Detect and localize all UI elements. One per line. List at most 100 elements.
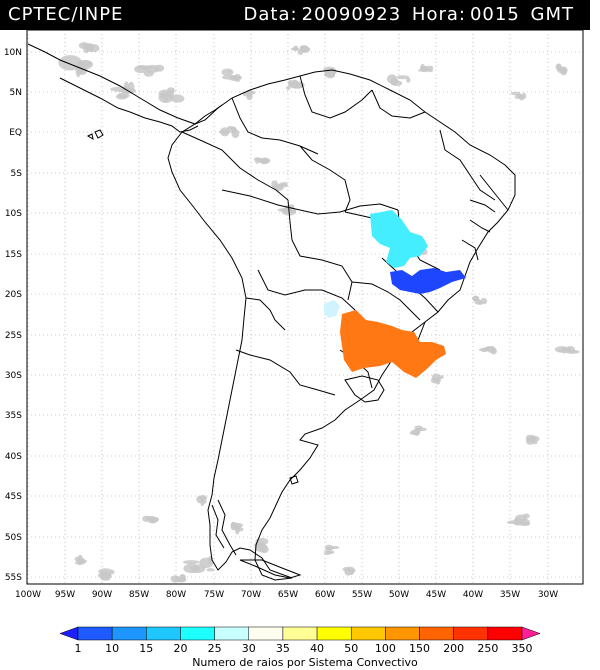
lat-label: 35S [5, 411, 22, 421]
lon-label: 85W [129, 590, 149, 600]
colorbar [59, 626, 541, 641]
colorbar-tick-label: 25 [208, 642, 222, 655]
cloud-patch [227, 69, 233, 73]
cyan-cluster [370, 210, 428, 268]
colorbar-swatch [180, 626, 215, 641]
lat-label: 5S [11, 169, 23, 179]
colorbar-swatch [77, 626, 113, 641]
cloud-patch [83, 44, 90, 54]
cloud-patch [254, 543, 268, 552]
cloud-patch [199, 494, 207, 500]
cloud-patch [486, 346, 491, 352]
cloud-patch [474, 299, 482, 305]
lat-label: 15S [5, 250, 22, 260]
colorbar-tick-label: 350 [512, 642, 533, 655]
lat-label: 25S [5, 331, 22, 341]
cloud-patch [168, 88, 175, 100]
lightning-clusters [324, 210, 466, 378]
cloud-patch [279, 184, 289, 188]
cloud-patch [58, 55, 83, 71]
colorbar-swatch [419, 626, 454, 641]
cloud-patch [299, 46, 311, 53]
cloud-patch [100, 570, 110, 576]
colorbar-swatch [146, 626, 181, 641]
lat-label: 50S [5, 533, 22, 543]
date-value: 20090923 [301, 4, 402, 25]
colorbar-arrow-left [59, 626, 79, 641]
colorbar-swatch [248, 626, 284, 641]
cloud-patch [506, 520, 521, 525]
lon-label: 45W [426, 590, 446, 600]
cloud-patch [254, 157, 260, 164]
map-header: CPTEC/INPE Data: 20090923 Hora: 0015 GMT [0, 0, 590, 30]
cloud-patch [325, 544, 334, 551]
cloud-patch [396, 75, 410, 80]
lat-lon-grid [27, 30, 583, 584]
cloud-patch [561, 67, 567, 74]
cloud-patch [158, 89, 172, 99]
cloud-patch [419, 66, 428, 70]
lon-label: 90W [92, 590, 112, 600]
colorbar-tick-label: 15 [139, 642, 153, 655]
cloud-patch [285, 86, 291, 90]
lon-label: 50W [389, 590, 409, 600]
lon-label: 75W [204, 590, 224, 600]
cloud-patch [143, 70, 154, 77]
cloud-patch [413, 429, 420, 436]
colorbar-tick-label: 100 [375, 642, 396, 655]
cloud-patch [290, 81, 305, 89]
cloud-patch [519, 518, 531, 526]
cloud-patch [74, 556, 80, 562]
datetime-label: Data: 20090923 Hora: 0015 GMT [240, 4, 574, 25]
cloud-patch [521, 92, 527, 99]
colorbar-arrow-right [521, 626, 541, 641]
cloud-patch [183, 563, 200, 574]
cloud-patch [566, 346, 576, 353]
colorbar-tick-label: 10 [105, 642, 119, 655]
colorbar-swatch [316, 626, 352, 641]
latitude-labels: 10N 5N EQ 5S 10S 15S 20S 25S 30S 35S 40S 45S 50S 55S [4, 48, 22, 583]
cloud-patch [439, 375, 444, 379]
colorbar-title: Numero de raios por Sistema Convectivo [192, 656, 418, 669]
map-frame [26, 30, 584, 585]
source-label: CPTEC/INPE [8, 4, 124, 25]
colorbar-tick-label: 200 [443, 642, 464, 655]
colorbar-swatch [385, 626, 420, 641]
lat-label: 30S [5, 371, 22, 381]
colorbar-tick-label: 30 [242, 642, 256, 655]
colorbar-tick-label: 250 [477, 642, 498, 655]
cloud-patch [350, 568, 356, 573]
lon-label: 95W [55, 590, 75, 600]
cloud-patch [199, 557, 214, 568]
lon-label: 60W [315, 590, 335, 600]
cloud-patch [342, 567, 350, 572]
lon-label: 65W [278, 590, 298, 600]
cloud-patch [416, 427, 428, 432]
lat-label: EQ [9, 128, 22, 138]
cloud-patch [326, 550, 332, 555]
colorbar-tick-labels: 1 10 15 20 25 30 35 40 50 100 150 200 250 350 [75, 642, 533, 655]
cloud-patch [231, 127, 237, 132]
cloud-patch [531, 440, 538, 445]
cloud-patch [170, 94, 185, 103]
cloud-patch [123, 81, 129, 95]
blue-cluster [390, 268, 466, 294]
hour-label: Hora: [411, 4, 466, 25]
cloud-patch [510, 91, 521, 96]
lat-label: 40S [5, 452, 22, 462]
cloud-patch [246, 92, 253, 101]
lat-label: 10S [5, 209, 22, 219]
cloud-patch [290, 47, 300, 51]
lon-label: 80W [166, 590, 186, 600]
lat-label: 20S [5, 290, 22, 300]
cloud-patch [430, 377, 440, 384]
cloud-patch [88, 44, 100, 53]
cloud-patch [154, 64, 165, 72]
lon-label: 70W [241, 590, 261, 600]
lon-label: 100W [15, 590, 41, 600]
cloud-patch [182, 560, 200, 565]
colorbar-tick-label: 35 [276, 642, 290, 655]
lat-label: 55S [5, 573, 22, 583]
lat-label: 5N [10, 88, 22, 98]
orange-cluster [340, 310, 446, 378]
